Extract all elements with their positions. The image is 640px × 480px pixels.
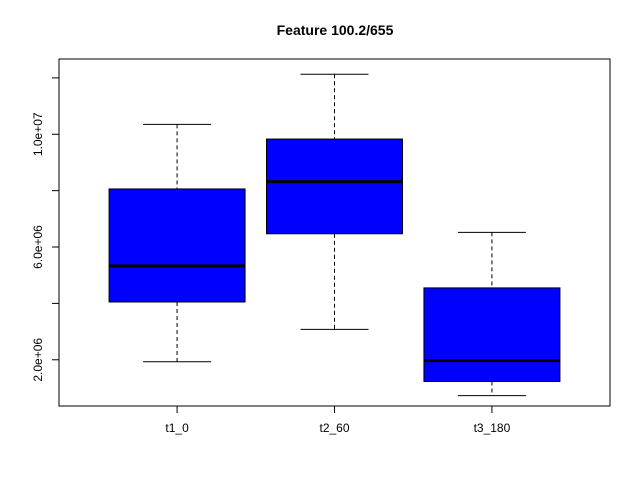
iqr-box	[423, 287, 561, 382]
y-tick-label: 6.0e+06	[31, 225, 45, 269]
chart-title: Feature 100.2/655	[277, 22, 394, 38]
y-axis: 2.0e+06 6.0e+06 1.0e+07	[31, 77, 60, 382]
box-group-t3_180	[423, 231, 561, 397]
boxes-layer	[108, 73, 561, 397]
y-tick-label: 1.0e+07	[31, 112, 45, 156]
box-group-t1_0	[108, 123, 246, 363]
x-tick-label: t2_60	[319, 421, 349, 435]
iqr-box	[266, 138, 403, 235]
y-tick-label: 2.0e+06	[31, 338, 45, 382]
box-group-t2_60	[266, 73, 403, 330]
x-tick-label: t3_180	[474, 421, 511, 435]
iqr-box	[108, 188, 246, 303]
x-tick-label: t1_0	[165, 421, 189, 435]
x-axis: t1_0 t2_60 t3_180	[165, 405, 511, 435]
